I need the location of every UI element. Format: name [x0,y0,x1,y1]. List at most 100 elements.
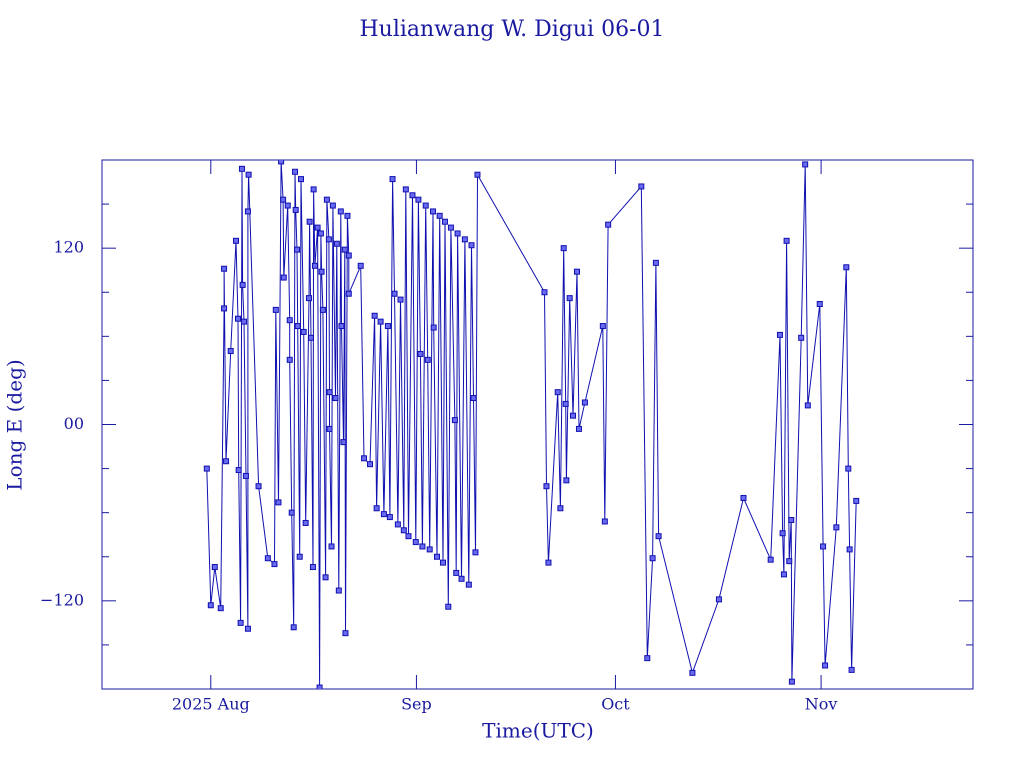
data-point [415,196,422,203]
data-point [655,533,662,540]
data-point [843,264,850,271]
data-point [333,240,340,247]
data-point [846,546,853,553]
data-point [245,171,252,178]
data-point [389,176,396,183]
data-point [227,348,234,355]
x-tick-label: Sep [401,695,432,714]
data-point [802,161,809,168]
data-point [318,268,325,275]
data-point [314,224,321,231]
data-point [848,666,855,673]
x-tick-label: Nov [805,695,838,714]
data-point [424,356,431,363]
data-point [286,317,293,324]
data-point [453,569,460,576]
data-point [816,301,823,308]
data-point [605,221,612,228]
data-point [573,268,580,275]
data-point [417,350,424,357]
data-point [361,455,368,462]
data-point [405,533,412,540]
data-point [779,530,786,537]
data-point [203,465,210,472]
data-line [206,161,857,688]
data-point [288,509,295,516]
data-point [367,461,373,468]
data-point [652,259,659,266]
y-tick-label: 120 [53,238,84,257]
data-point [397,296,404,303]
data-point [319,306,326,313]
data-point [422,202,429,209]
data-point [451,417,458,424]
data-point [211,564,218,571]
data-point [290,624,297,631]
data-point [465,581,472,588]
data-point [822,662,829,669]
data-point [560,245,567,252]
data-point [307,334,314,341]
data-point [562,400,569,407]
data-point [557,505,564,512]
data-point [244,208,251,215]
data-point [649,555,656,562]
data-point [326,389,333,396]
data-point [638,183,645,190]
data-point [470,395,477,402]
data-point [386,514,393,521]
data-point [543,483,550,490]
data-point [371,312,378,319]
data-point [234,315,241,322]
data-point [284,202,291,209]
data-point [238,165,245,172]
data-point [472,549,479,556]
data-point [340,439,347,446]
data-point [599,323,606,330]
data-point [783,237,790,244]
data-point [566,295,573,302]
x-tick-label: Oct [601,695,630,714]
data-point [237,619,244,626]
y-tick-label: −120 [40,590,84,609]
data-point [833,524,840,531]
data-point [715,596,722,603]
data-point [554,389,561,396]
data-point [292,168,299,175]
data-point [207,602,214,609]
x-tick-label: 2025 Aug [172,695,250,714]
data-point [306,218,313,225]
data-point [341,246,348,253]
data-point [271,561,278,568]
data-point [337,208,344,215]
data-point [563,477,570,484]
data-point [310,186,317,193]
data-point [286,356,293,363]
data-point [445,603,452,610]
data-point [380,511,387,518]
data-point [458,575,465,582]
data-point [244,625,251,632]
data-point [240,318,247,325]
data-point [217,605,224,612]
data-point [342,630,349,637]
data-point [644,655,651,662]
data-point [300,328,307,335]
data-point [332,395,339,402]
data-point [357,262,364,269]
data-point [804,402,811,409]
data-point [545,559,552,566]
data-point [235,467,242,474]
data-point [384,323,391,330]
data-point [461,236,468,243]
data-point [345,252,352,259]
data-point [430,324,437,331]
data-point [305,295,312,302]
data-point [311,262,318,269]
data-point [345,290,352,297]
data-point [221,305,228,312]
data-point [328,543,335,550]
data-point [394,521,401,528]
data-point [294,246,301,253]
data-point [233,237,239,244]
